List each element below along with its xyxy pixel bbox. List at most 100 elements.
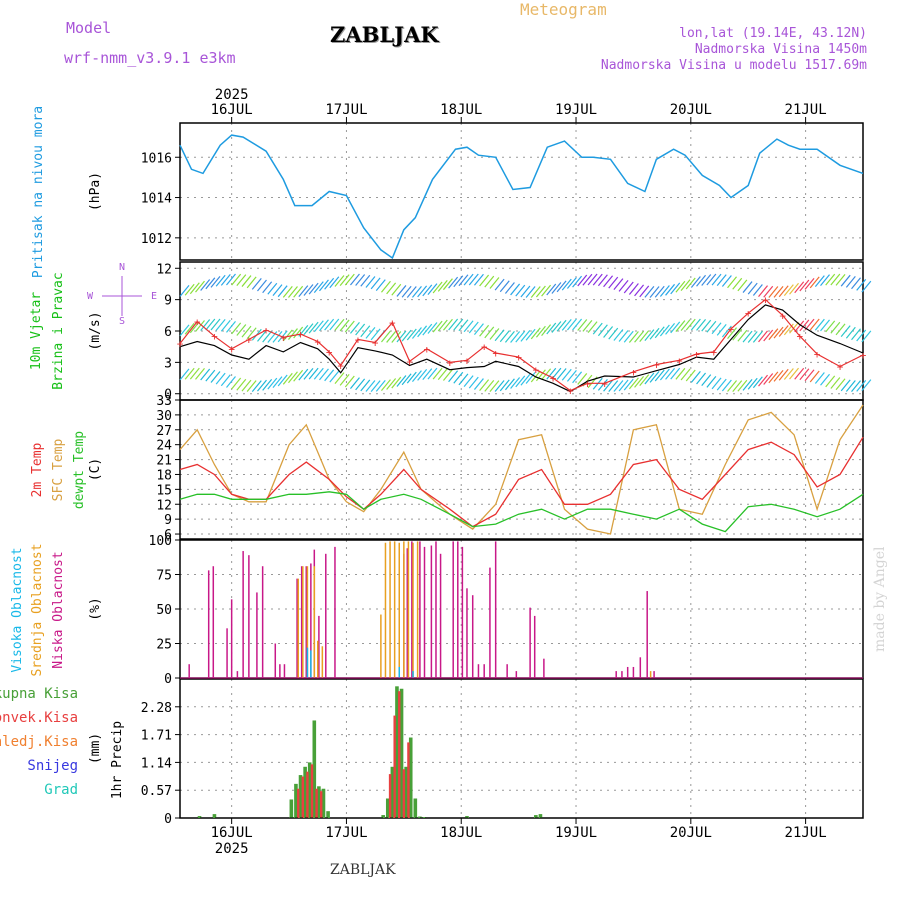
wind-barb (391, 331, 402, 343)
wind-barb (220, 274, 231, 286)
wind-barb (215, 274, 226, 287)
precip-total-bar (298, 775, 303, 818)
wind-barb (851, 328, 861, 341)
wind-barb (494, 380, 505, 392)
wind-gust-marker: + (550, 372, 557, 385)
wind-barb (210, 275, 221, 288)
wind-barb (308, 321, 319, 334)
wind-barb (236, 324, 247, 336)
precip-convective-bar (388, 774, 392, 818)
wind-barb (747, 377, 758, 390)
wind-barb (727, 380, 738, 392)
wind-barb (272, 376, 283, 389)
wind-barb (773, 326, 784, 339)
wind-barb (799, 279, 810, 292)
wind-barb (324, 369, 335, 382)
wind-barb (711, 322, 722, 335)
wind-barb (830, 377, 841, 389)
wind-barb (690, 371, 701, 383)
wind-barb (845, 380, 856, 392)
lonlat-label: lon,lat (19.14E, 43.12N) (679, 26, 867, 41)
y-tick-label: 9 (164, 294, 172, 309)
wind-barb (851, 277, 861, 290)
wind-barb (856, 379, 867, 392)
wind-barb (499, 330, 510, 343)
wind-barb (561, 278, 572, 291)
model-label: Model (66, 19, 112, 37)
day-label-bottom: 21JUL (785, 825, 827, 841)
wind-barb (494, 329, 505, 342)
wind-barb (479, 379, 490, 392)
wind-gust-marker: + (263, 324, 270, 337)
wind-barb (360, 379, 371, 392)
wind-barb (561, 368, 572, 381)
wind-barb (334, 372, 345, 385)
wind-barb (654, 326, 665, 339)
wind-barb (401, 373, 412, 386)
wind-barb (298, 285, 309, 298)
wind-barb (406, 328, 417, 341)
wind-barb (293, 326, 304, 339)
wind-gust-marker: + (653, 358, 660, 371)
y-tick-label: 1016 (141, 151, 172, 166)
wind-barb (386, 282, 397, 295)
precip-convective-bar (306, 771, 309, 818)
wind-barb (215, 319, 226, 331)
wind-barb (510, 283, 521, 296)
wind-barb (696, 318, 707, 331)
wind-barb (634, 284, 645, 297)
wind-barb (442, 369, 453, 381)
wind-barb (809, 276, 820, 289)
wind-barb (303, 368, 314, 380)
wind-barb (520, 330, 531, 342)
wind-barb (525, 372, 536, 384)
wind-barb (778, 325, 789, 337)
wind-gust-marker: + (728, 323, 735, 336)
wind-gust-marker: + (492, 347, 499, 360)
wind-barb (396, 375, 407, 387)
wind-barb (727, 276, 738, 289)
wind-barb (763, 373, 774, 385)
wind-barb (659, 368, 670, 381)
precip-total-bar (534, 815, 538, 818)
wind-barb (313, 367, 324, 380)
wind-barb (706, 273, 717, 286)
wind-barb (231, 273, 242, 286)
wind-barb (716, 323, 727, 336)
wind-barb (458, 319, 469, 332)
year-label-bottom: 2025 (215, 841, 249, 857)
wind-barb (386, 331, 397, 343)
wind-barb (747, 331, 758, 343)
wind-barb (339, 274, 350, 286)
panel-frame (179, 539, 864, 679)
tsfc-axis-title: SFC Temp (51, 439, 66, 502)
wind-barb (504, 378, 515, 391)
wind-barb (814, 275, 825, 287)
wind-barb (380, 330, 391, 343)
wind-barb (329, 318, 340, 331)
wind-barb (226, 321, 236, 333)
wind-barb (716, 378, 727, 391)
wind-barb (422, 368, 433, 380)
wind-barb (809, 370, 820, 383)
wind-barb (721, 379, 732, 392)
wind-gust-marker: + (355, 333, 362, 346)
y-tick-label: 27 (156, 424, 172, 439)
wind-barb (623, 330, 634, 343)
wind-barb (448, 276, 459, 289)
wind-barb (861, 379, 872, 392)
wind-barb (453, 371, 464, 384)
wind-barb (282, 285, 293, 298)
wind-barb (618, 279, 629, 292)
y-tick-label: 12 (156, 262, 172, 277)
day-label-bottom: 20JUL (670, 825, 712, 841)
precip-convective-bar (319, 791, 323, 818)
wind-barb (288, 328, 298, 340)
wind-barb (845, 275, 856, 288)
wind-barb (504, 330, 515, 343)
wind-barb (742, 281, 753, 293)
wind-barb (417, 285, 428, 298)
wind-barb (267, 282, 278, 295)
pressure-line (179, 134, 864, 260)
y-tick-label: 0 (164, 672, 172, 687)
